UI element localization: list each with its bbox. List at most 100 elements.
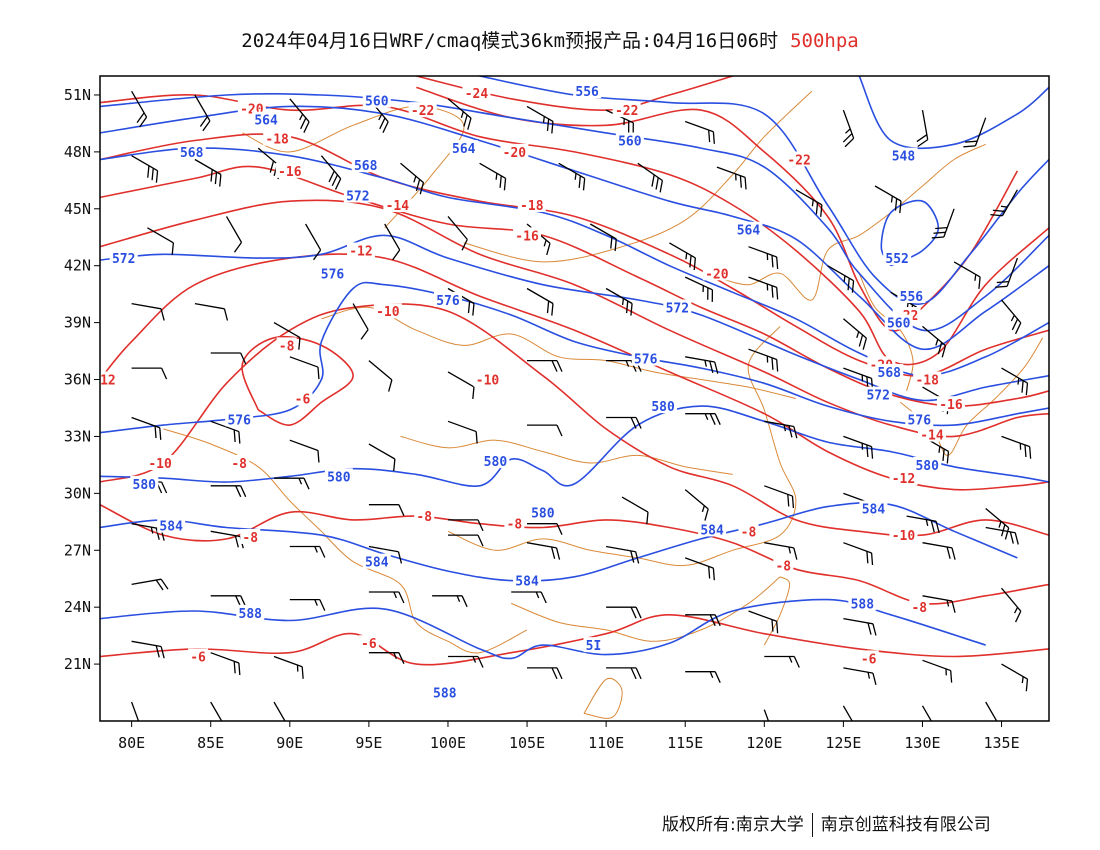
height-contour-label: 576 [908, 413, 932, 428]
boundary-line [321, 306, 797, 399]
wind-barb [684, 120, 715, 144]
temperature-label-bg [504, 515, 525, 531]
wind-barb [511, 591, 547, 604]
temperature-contour-label: -20 [705, 267, 729, 282]
height-label-bg [528, 504, 557, 520]
height-contour-label: 584 [159, 520, 183, 535]
wind-barb [589, 223, 617, 252]
wind-barb [368, 545, 403, 564]
height-label-bg [583, 637, 604, 653]
temperature-label-bg [913, 371, 942, 387]
temperature-label-bg [229, 455, 250, 470]
y-tick-label: 21N [64, 655, 91, 673]
x-tick-label: 130E [904, 734, 940, 752]
temperature-label-bg [785, 151, 814, 167]
wind-barb [748, 348, 779, 372]
temperature-label-bg [373, 303, 402, 319]
wind-barb [384, 223, 401, 261]
height-contour-label: 580 [133, 478, 157, 493]
height-label-bg [177, 143, 206, 159]
height-contour-label: 576 [321, 267, 345, 282]
y-tick-label: 45N [64, 200, 91, 218]
wind-barb [131, 90, 148, 128]
height-contour-label: 580 [651, 400, 675, 415]
height-contour-label: 588 [433, 687, 457, 702]
y-tick-label: 51N [64, 86, 91, 104]
temperature-label-bg [276, 337, 297, 353]
temperature-contour-label: -8 [775, 559, 791, 574]
height-label-bg [734, 221, 763, 237]
x-tick-label: 135E [983, 734, 1019, 752]
wind-barb [447, 371, 475, 399]
wind-barb [447, 98, 472, 130]
temperature-contour-label: -8 [507, 518, 523, 533]
wind-barb [210, 652, 241, 676]
height-contour-label: 572 [866, 389, 889, 404]
height-contour [100, 281, 1049, 434]
wind-barb [605, 545, 640, 564]
temperature-label-bg [100, 371, 118, 387]
y-tick-label: 48N [64, 143, 91, 161]
wind-barb [842, 318, 868, 350]
height-label-bg [631, 350, 660, 366]
chart-title-text: 2024年04月16日WRF/cmaq模式36km预报产品:04月16日06时 [241, 30, 779, 52]
height-contour-label: 568 [180, 146, 204, 161]
temperature-contour-label: -12 [349, 245, 372, 260]
height-contour-label: 580 [327, 470, 351, 485]
wind-barb [748, 276, 779, 300]
wind-barb [447, 215, 468, 251]
height-contour-label: 556 [900, 290, 924, 305]
wind-barb [843, 542, 874, 566]
wind-barb [479, 162, 507, 191]
temperature-contour [100, 165, 1049, 407]
temperature-label-bg [917, 426, 946, 442]
temperature-contour-label: -18 [520, 199, 544, 214]
wind-barb [685, 671, 721, 683]
wind-barb [685, 413, 721, 425]
temperature-contour [416, 86, 1019, 332]
wind-barb [990, 189, 1018, 217]
height-contour [100, 93, 1049, 332]
height-label-bg [698, 521, 727, 537]
wind-barb [368, 360, 393, 392]
temperature-contour-label: -10 [376, 305, 400, 320]
temperature-label-bg [188, 648, 209, 664]
height-label-bg [130, 475, 159, 491]
wind-barb [1001, 587, 1022, 623]
wind-barb [432, 595, 468, 608]
wind-barb [447, 420, 478, 444]
boundary-line [763, 576, 791, 646]
wind-barb [1001, 367, 1029, 396]
wind-barb [843, 367, 874, 391]
height-contour-label: 584 [862, 503, 886, 518]
temperature-label-bg [146, 455, 175, 470]
copyright-label: 版权所有: [662, 815, 736, 835]
height-label-bg [615, 132, 644, 148]
height-contour-label: 588 [239, 607, 263, 622]
wind-barb [669, 242, 697, 270]
height-contour [858, 76, 1049, 150]
y-tick-label: 33N [64, 427, 91, 445]
temperature-contour-label: -16 [278, 165, 302, 180]
footer-separator [811, 813, 813, 837]
wind-barb [963, 117, 987, 148]
height-label-bg [859, 500, 888, 516]
wind-barb [368, 652, 405, 664]
y-tick-label: 39N [64, 314, 91, 332]
temperature-label-bg [358, 635, 379, 651]
temperature-label-bg [473, 371, 502, 387]
wind-barb [320, 155, 342, 190]
temperature-contour-label: -12 [892, 472, 915, 487]
x-tick-label: 95E [355, 734, 382, 752]
wind-barb [684, 557, 715, 581]
wind-barb [210, 420, 241, 444]
x-tick-label: 120E [746, 734, 782, 752]
wind-barb [273, 322, 301, 350]
wind-barb [289, 439, 320, 463]
temperature-contour-label: -22 [787, 153, 810, 168]
wind-barb [368, 591, 405, 604]
wind-barb [684, 489, 709, 521]
height-label-bg [430, 684, 459, 700]
y-tick-label: 30N [64, 484, 91, 502]
wind-barb [558, 162, 586, 191]
